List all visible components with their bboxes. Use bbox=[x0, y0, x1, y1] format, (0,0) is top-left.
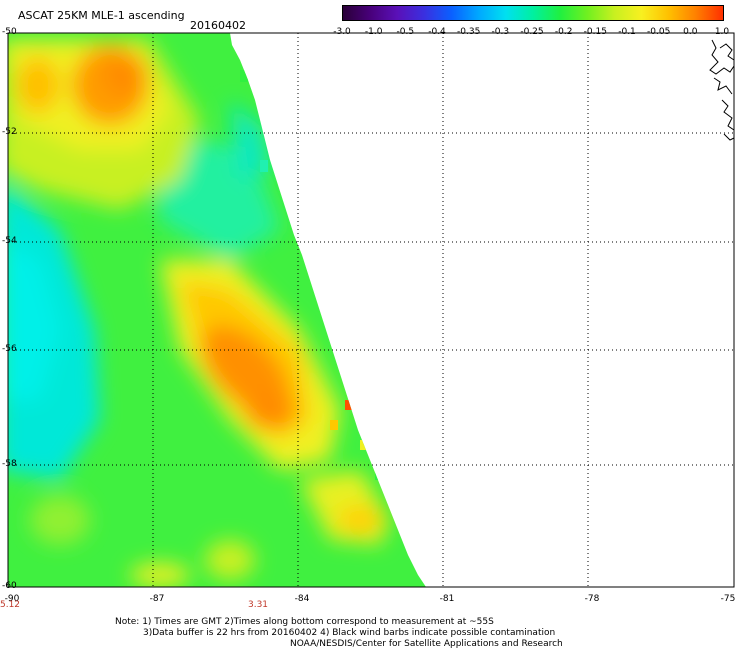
coastline bbox=[709, 39, 735, 141]
footer-note-line1: Note: 1) Times are GMT 2)Times along bot… bbox=[115, 617, 494, 627]
product-title: ASCAT 25KM MLE-1 ascending bbox=[18, 9, 185, 22]
color-scale-tick-label: 1.0 bbox=[714, 27, 730, 37]
color-scale-tick-label: -0.15 bbox=[583, 27, 607, 37]
overpass-time-label: 3.31 bbox=[247, 600, 269, 610]
color-scale-bar bbox=[342, 5, 724, 21]
color-scale-tick-label: -0.35 bbox=[457, 27, 481, 37]
data-swath bbox=[8, 33, 426, 587]
graticule bbox=[8, 33, 734, 587]
color-scale-tick-label: -0.5 bbox=[396, 27, 415, 37]
product-date: 20160402 bbox=[190, 19, 246, 32]
latitude-label: -58 bbox=[2, 459, 17, 469]
color-scale-tick-label: -3.0 bbox=[333, 27, 351, 37]
longitude-label: -75 bbox=[720, 594, 736, 604]
latitude-label: -60 bbox=[2, 581, 17, 591]
latitude-label: -54 bbox=[2, 236, 17, 246]
longitude-label: -84 bbox=[294, 594, 310, 604]
latitude-label: -52 bbox=[2, 127, 17, 137]
color-scale-tick-label: -1.0 bbox=[364, 27, 383, 37]
longitude-label: -87 bbox=[149, 594, 165, 604]
color-scale-tick-label: -0.05 bbox=[647, 27, 671, 37]
longitude-label: -78 bbox=[584, 594, 600, 604]
color-scale-tick-label: -0.1 bbox=[618, 27, 636, 37]
color-scale-tick-label: -0.2 bbox=[554, 27, 573, 37]
latitude-label: -56 bbox=[2, 344, 17, 354]
color-scale-tick-label: -0.4 bbox=[428, 27, 446, 37]
color-scale-tick-label: -0.3 bbox=[491, 27, 510, 37]
color-scale-tick-label: 0.0 bbox=[683, 27, 698, 37]
color-scale-tick-label: -0.25 bbox=[520, 27, 544, 37]
map-frame bbox=[7, 32, 735, 588]
latitude-label: -50 bbox=[2, 27, 17, 37]
overpass-time-label: 5.12 bbox=[0, 600, 21, 610]
longitude-label: -90 bbox=[4, 594, 20, 604]
footer-note-line2: 3)Data buffer is 22 hrs from 20160402 4)… bbox=[143, 628, 556, 638]
longitude-label: -81 bbox=[439, 594, 455, 604]
footer-note-line3: NOAA/NESDIS/Center for Satellite Applica… bbox=[290, 639, 563, 649]
